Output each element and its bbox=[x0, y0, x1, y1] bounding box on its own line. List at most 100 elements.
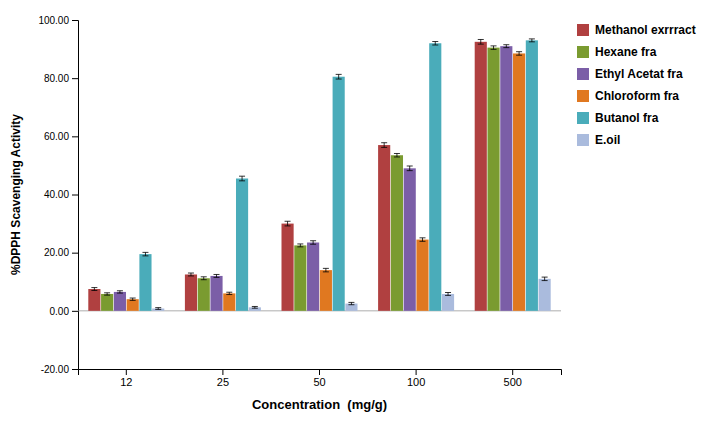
tick: 100.00 bbox=[38, 15, 78, 26]
tick-mark bbox=[72, 311, 78, 312]
axis-line bbox=[72, 21, 79, 370]
bar bbox=[114, 292, 126, 311]
tick: 500 bbox=[504, 369, 522, 388]
bar bbox=[198, 278, 210, 311]
bar bbox=[320, 270, 332, 311]
tick-label: 40.00 bbox=[44, 189, 69, 200]
error-bar bbox=[503, 45, 509, 48]
error-bar bbox=[542, 277, 548, 280]
tick-mark bbox=[72, 369, 78, 370]
bar bbox=[500, 46, 512, 311]
error-bar bbox=[226, 292, 232, 294]
legend-item: Hexane fra bbox=[577, 45, 657, 59]
error-bar bbox=[104, 293, 110, 295]
series bbox=[152, 277, 551, 311]
bar bbox=[281, 224, 293, 311]
error-bar bbox=[491, 46, 497, 49]
tick: 25 bbox=[217, 369, 229, 388]
axis-line bbox=[79, 370, 562, 376]
tick: 40.00 bbox=[44, 189, 78, 200]
error-bar bbox=[478, 39, 484, 44]
bar bbox=[404, 168, 416, 311]
tick: 60.00 bbox=[44, 131, 78, 142]
tick-label: 0.00 bbox=[50, 306, 70, 317]
legend-swatch bbox=[577, 68, 589, 80]
tick-label: 80.00 bbox=[44, 73, 69, 84]
tick: 100 bbox=[407, 369, 425, 388]
error-bar bbox=[348, 302, 354, 304]
tick-mark bbox=[222, 369, 223, 375]
tick-mark bbox=[319, 369, 320, 375]
bar bbox=[236, 179, 248, 311]
tick-label: 12 bbox=[120, 376, 132, 388]
error-bar bbox=[201, 277, 207, 280]
tick: 80.00 bbox=[44, 73, 78, 84]
bar bbox=[539, 279, 551, 311]
error-bar bbox=[155, 308, 161, 310]
legend: Methanol exrrract Hexane fra Ethyl Acetat … bbox=[577, 23, 696, 147]
legend-item: Ethyl Acetat fra bbox=[577, 67, 683, 81]
series bbox=[88, 39, 487, 310]
error-bar bbox=[516, 52, 522, 55]
bar bbox=[475, 42, 487, 311]
tick-label: -20.00 bbox=[41, 364, 70, 375]
error-bar bbox=[336, 74, 342, 79]
tick-mark bbox=[512, 369, 513, 375]
legend-label: Methanol exrrract bbox=[595, 23, 696, 37]
legend-swatch bbox=[577, 46, 589, 58]
bar bbox=[88, 289, 100, 311]
error-bar bbox=[188, 273, 194, 276]
error-bar bbox=[407, 166, 413, 171]
bar bbox=[127, 299, 139, 311]
error-bar bbox=[214, 274, 220, 277]
bar bbox=[294, 245, 306, 310]
bar bbox=[442, 294, 454, 311]
series bbox=[114, 45, 513, 311]
tick: 20.00 bbox=[44, 247, 78, 258]
bar bbox=[526, 40, 538, 310]
error-bar bbox=[285, 221, 291, 226]
legend-label: E.oil bbox=[595, 133, 620, 147]
x-axis-title: Concentration (mg/g) bbox=[252, 397, 387, 412]
tick-mark bbox=[416, 369, 417, 375]
tick-mark bbox=[72, 136, 78, 137]
x-axis: 122550100500 bbox=[79, 369, 562, 388]
bar bbox=[139, 254, 151, 311]
legend-item: Butanol fra bbox=[577, 111, 659, 125]
bar bbox=[513, 53, 525, 310]
legend-swatch bbox=[577, 112, 589, 124]
tick-label: 100 bbox=[407, 376, 425, 388]
tick-label: 20.00 bbox=[44, 247, 69, 258]
error-bar bbox=[394, 153, 400, 156]
error-bar bbox=[419, 238, 425, 241]
legend-swatch bbox=[577, 24, 589, 36]
bar bbox=[487, 48, 499, 311]
tick-mark bbox=[126, 369, 127, 375]
tick-label: 25 bbox=[217, 376, 229, 388]
series bbox=[139, 39, 538, 311]
error-bar bbox=[381, 143, 387, 148]
bar bbox=[429, 43, 441, 311]
chart: -20.00 0.00 20.00 40.00 60.00 80.00 100.00 12 25… bbox=[0, 0, 721, 421]
tick-label: 60.00 bbox=[44, 131, 69, 142]
bar bbox=[333, 77, 345, 311]
legend-label: Hexane fra bbox=[595, 45, 657, 59]
error-bar bbox=[445, 293, 451, 296]
bar bbox=[210, 276, 222, 311]
tick-mark bbox=[72, 195, 78, 196]
bar bbox=[152, 309, 164, 311]
error-bar bbox=[91, 288, 97, 291]
y-axis: -20.00 0.00 20.00 40.00 60.00 80.00 100.00 bbox=[38, 15, 78, 375]
legend-label: Ethyl Acetat fra bbox=[595, 67, 683, 81]
bar bbox=[101, 294, 113, 311]
tick: 0.00 bbox=[50, 306, 78, 317]
legend-swatch bbox=[577, 90, 589, 102]
bar bbox=[307, 242, 319, 310]
chart-container: -20.00 0.00 20.00 40.00 60.00 80.00 100.00 12 25… bbox=[0, 0, 721, 421]
error-bar bbox=[529, 39, 535, 42]
legend-label: Butanol fra bbox=[595, 111, 659, 125]
legend-label: Chloroform fra bbox=[595, 89, 679, 103]
error-bar bbox=[130, 298, 136, 300]
y-axis-title: %DPPH Scavenging Activity bbox=[9, 114, 23, 275]
tick: 12 bbox=[120, 369, 132, 388]
